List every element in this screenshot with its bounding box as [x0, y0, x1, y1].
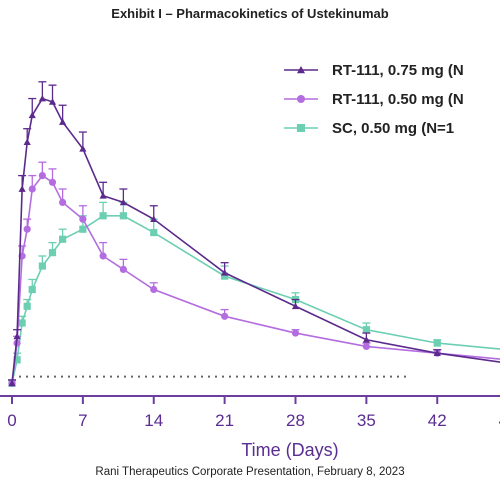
x-tick-label: 42 [428, 411, 447, 430]
x-tick-label: 0 [7, 411, 16, 430]
legend-label: RT-111, 0.75 mg (N [332, 62, 464, 79]
data-point [119, 198, 127, 206]
data-point [291, 302, 300, 310]
data-point [150, 285, 158, 294]
series-1 [8, 161, 500, 387]
data-point [99, 212, 107, 220]
data-point [23, 225, 31, 233]
data-point [38, 262, 46, 270]
data-point [297, 66, 305, 74]
x-tick-label: 35 [357, 411, 376, 430]
chart-axes: 0 7 14 21 28 35 42 49 Time (Days) [0, 375, 500, 460]
data-point [362, 326, 370, 334]
chart-title: Exhibit I – Pharmacokinetics of Ustekinu… [111, 6, 389, 21]
data-point [291, 329, 300, 337]
series-2 [8, 201, 500, 387]
data-point [13, 356, 21, 364]
data-point [362, 336, 370, 343]
data-point [99, 252, 107, 260]
data-point [38, 94, 46, 102]
data-point [297, 124, 305, 132]
footer-note: Rani Therapeutics Corporate Presentation… [95, 466, 405, 478]
data-point [23, 138, 31, 145]
data-point [18, 319, 26, 327]
data-point [38, 172, 46, 180]
data-point [99, 192, 107, 199]
series-0 [8, 81, 500, 387]
data-point [28, 111, 36, 119]
x-tick-label: 49 [499, 411, 500, 430]
data-point [48, 178, 57, 186]
data-point [28, 185, 36, 193]
data-point [13, 332, 21, 340]
legend-item: SC, 0.50 mg (N=1 [284, 120, 454, 137]
data-point [23, 302, 31, 310]
data-point [221, 312, 229, 320]
x-tick-label: 21 [215, 411, 234, 430]
legend: RT-111, 0.75 mg (N RT-111, 0.50 mg (N SC, … [284, 62, 464, 137]
data-point [433, 349, 441, 357]
data-point [48, 98, 57, 105]
legend-item: RT-111, 0.50 mg (N [284, 91, 464, 108]
data-point [79, 215, 87, 223]
data-point [362, 342, 370, 351]
x-tick-label: 14 [144, 411, 163, 430]
x-tick-label: 7 [78, 411, 87, 430]
data-point [28, 285, 36, 294]
data-point [59, 118, 67, 125]
data-point [433, 339, 441, 347]
data-point [79, 145, 87, 152]
data-point [150, 228, 158, 237]
data-point [8, 379, 16, 387]
legend-item: RT-111, 0.75 mg (N [284, 62, 464, 79]
data-point [119, 265, 127, 273]
data-point [221, 272, 229, 280]
data-point [119, 212, 127, 220]
data-point [48, 249, 57, 257]
data-point [221, 269, 229, 276]
data-point [297, 95, 305, 103]
x-axis-label: Time (Days) [241, 440, 338, 460]
series-line [11, 174, 500, 384]
legend-label: SC, 0.50 mg (N=1 [332, 120, 454, 137]
x-tick-label: 28 [286, 411, 305, 430]
legend-label: RT-111, 0.50 mg (N [332, 91, 464, 108]
data-point [59, 235, 67, 243]
data-point [150, 215, 158, 223]
data-point [79, 225, 87, 233]
series-layer [8, 81, 500, 387]
series-line [11, 215, 500, 384]
data-point [59, 198, 67, 206]
data-point [18, 185, 26, 192]
x-ticks: 0 7 14 21 28 35 42 49 [7, 396, 500, 430]
